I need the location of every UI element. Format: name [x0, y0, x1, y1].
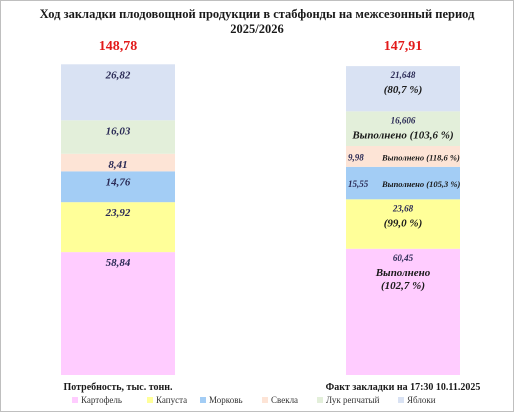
bar-segment-4-2	[346, 146, 460, 167]
bar-segment-5-1	[61, 120, 175, 154]
bars-layer	[61, 64, 460, 375]
bar-segment-2-2	[346, 199, 460, 249]
legend-label-4: Свекла	[271, 395, 298, 405]
bar-segment-5-2	[346, 111, 460, 146]
legend-swatch-3	[200, 397, 206, 403]
note-label-5-2-1: Выполнено (103,6 %)	[351, 129, 453, 141]
bar-segment-6-2	[346, 66, 460, 112]
data-label-5-1: 16,03	[106, 125, 131, 137]
note-label-6-2-1: (80,7 %)	[384, 84, 423, 96]
legend-label-1: Картофель	[81, 395, 122, 405]
legend-swatch-4	[262, 397, 268, 403]
bar-segment-6-1	[61, 64, 175, 121]
legend-label-3: Морковь	[209, 395, 243, 405]
legend-label-6: Яблоки	[407, 395, 436, 405]
data-label-1-2: 60,45	[393, 253, 414, 263]
bar-segment-1-1	[61, 252, 175, 375]
note-label-4-2: Выполнено (118,6 %)	[381, 152, 460, 162]
chart-title-line-1: Ход закладки плодовощной продукции в ста…	[40, 7, 475, 21]
bar-segment-2-1	[61, 202, 175, 253]
total-label-2: 147,91	[384, 39, 423, 54]
legend: Картофель Капуста Морковь Свекла Лук репчаты…	[72, 395, 436, 405]
legend-swatch-6	[398, 397, 404, 403]
note-label-1-2-2: (102,7 %)	[381, 280, 425, 292]
data-label-2-2: 23,68	[392, 203, 414, 213]
legend-label-5: Лук репчатый	[326, 395, 380, 405]
legend-label-2: Капуста	[156, 395, 187, 405]
bar-segment-3-1	[61, 171, 175, 203]
legend-swatch-1	[72, 397, 78, 403]
bar-segment-3-2	[346, 166, 460, 200]
data-label-5-2: 16,606	[391, 115, 416, 125]
note-label-2-2-1: (99,0 %)	[384, 217, 423, 229]
bar-segment-1-2	[346, 248, 460, 375]
data-label-3-2: 15,55	[348, 179, 369, 189]
labels-layer: 58,84 23,92 14,76 8,41 16,03 26,82 148,78 Потре…	[63, 39, 480, 393]
data-label-1-1: 58,84	[106, 257, 131, 269]
data-label-4-1: 8,41	[108, 159, 127, 171]
data-label-4-2: 9,98	[348, 152, 364, 162]
legend-swatch-5	[317, 397, 323, 403]
data-label-6-1: 26,82	[105, 69, 131, 81]
legend-swatch-2	[147, 397, 153, 403]
data-label-3-1: 14,76	[106, 176, 131, 188]
data-label-6-2: 21,648	[390, 70, 416, 80]
note-label-3-2: Выполнено (105,3 %)	[381, 179, 460, 189]
category-label-1: Потребность, тыс. тонн.	[63, 382, 173, 393]
chart-title-line-2: 2025/2026	[230, 22, 283, 36]
category-label-2: Факт закладки на 17:30 10.11.2025	[326, 382, 481, 393]
bar-segment-4-1	[61, 153, 175, 172]
data-label-2-1: 23,92	[105, 207, 131, 219]
total-label-1: 148,78	[99, 39, 138, 54]
note-label-1-2-1: Выполнено	[375, 267, 431, 279]
